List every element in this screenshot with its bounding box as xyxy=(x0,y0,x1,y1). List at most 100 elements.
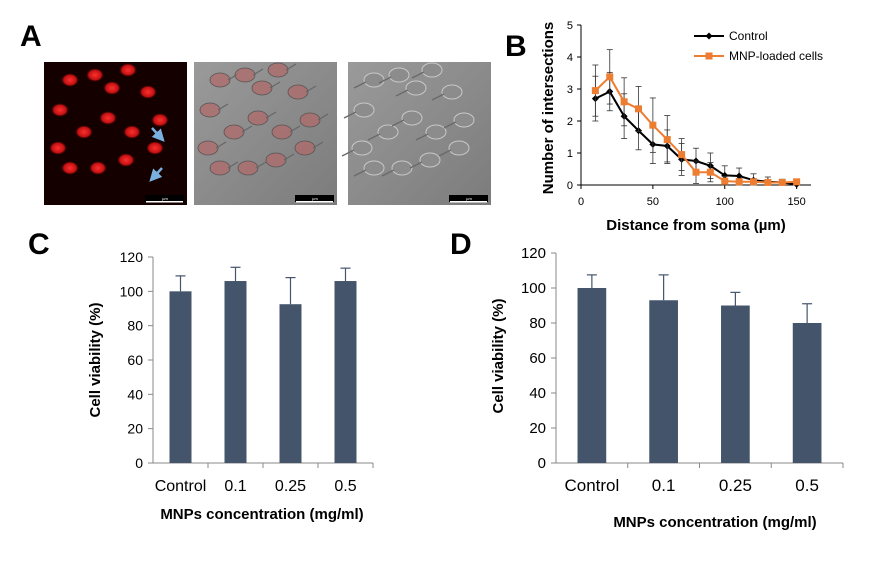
y-tick-label: 20 xyxy=(529,420,546,437)
neurite-icon xyxy=(411,71,425,79)
bar xyxy=(577,288,607,463)
neurite-icon xyxy=(269,81,281,89)
legend-label-mnp: MNP-loaded cells xyxy=(729,49,823,63)
neurite-icon xyxy=(317,113,329,121)
x-tick-label: 150 xyxy=(787,196,805,208)
x-tick-label: 100 xyxy=(716,196,734,208)
bar xyxy=(334,281,357,463)
data-point xyxy=(721,177,729,185)
micrograph-merged: µm xyxy=(194,62,337,205)
legend-label-control: Control xyxy=(729,29,768,43)
neurite-icon xyxy=(341,149,355,157)
cell-icon xyxy=(251,80,273,96)
data-point xyxy=(793,178,801,186)
cell-icon xyxy=(86,68,104,82)
y-axis-label: Cell viability (%) xyxy=(490,298,507,413)
data-point xyxy=(764,178,772,186)
cell-icon xyxy=(287,84,309,100)
cell-icon xyxy=(223,124,245,140)
cell-icon xyxy=(209,72,231,88)
neurite-icon xyxy=(409,161,423,169)
cell-icon xyxy=(139,85,157,99)
neurite-icon xyxy=(305,85,317,93)
neurite-icon xyxy=(431,93,445,101)
legend: Control MNP-loaded cells xyxy=(694,29,823,63)
cell-icon xyxy=(151,113,169,127)
x-axis-label: MNPs concentration (mg/ml) xyxy=(160,506,363,523)
x-tick-label: 0.1 xyxy=(652,476,676,495)
y-tick-label: 0 xyxy=(567,180,573,192)
cell-icon xyxy=(61,161,79,175)
data-point xyxy=(735,172,743,180)
cell-icon xyxy=(271,124,293,140)
cell-icon xyxy=(197,140,219,156)
panel-label-b: B xyxy=(505,30,527,63)
neurite-icon xyxy=(255,161,267,169)
neurite-icon xyxy=(227,161,239,169)
y-tick-label: 3 xyxy=(567,84,573,96)
cell-icon xyxy=(237,160,259,176)
cell-icon xyxy=(388,67,410,83)
data-point xyxy=(620,98,628,106)
micrograph-brightfield: µm xyxy=(341,62,491,205)
neurite-icon xyxy=(215,141,227,149)
y-tick-label: 60 xyxy=(529,350,546,367)
y-tick-label: 60 xyxy=(127,352,143,368)
cell-icon xyxy=(234,67,256,83)
cell-icon xyxy=(419,152,441,168)
scale-bar xyxy=(146,201,183,203)
cell-icon xyxy=(294,140,316,156)
y-tick-label: 1 xyxy=(567,148,573,160)
x-axis-label: MNPs concentration (mg/ml) xyxy=(613,514,816,531)
cell-icon xyxy=(267,62,289,78)
cell-icon xyxy=(247,110,269,126)
y-axis-label: Number of intersections xyxy=(540,22,557,195)
bar-chart-c: MNPs concentration (mg/ml) Cell viabilit… xyxy=(87,249,374,523)
neurite-icon xyxy=(312,141,324,149)
neurite-icon xyxy=(265,111,277,119)
micrograph-fluorescence: µm xyxy=(44,62,187,205)
bar xyxy=(169,291,192,463)
cell-icon xyxy=(363,160,385,176)
x-tick-label: 0.5 xyxy=(795,476,819,495)
cell-icon xyxy=(299,112,321,128)
neurite-icon xyxy=(438,149,452,157)
cell-icon xyxy=(199,102,221,118)
cell-icon xyxy=(61,73,79,87)
panel-label-a: A xyxy=(20,20,42,53)
bar-chart-d: MNPs concentration (mg/ml) Cell viabilit… xyxy=(490,245,844,531)
x-tick-label: 0 xyxy=(578,196,584,208)
data-point xyxy=(678,151,686,159)
cell-icon xyxy=(453,112,475,128)
cell-icon xyxy=(75,125,93,139)
data-point xyxy=(649,121,657,129)
cell-icon xyxy=(401,110,423,126)
cell-icon xyxy=(425,124,447,140)
data-point xyxy=(750,178,757,186)
bar xyxy=(721,305,750,463)
cell-icon xyxy=(441,84,463,100)
cell-icon xyxy=(99,111,117,125)
neurite-icon xyxy=(283,153,295,161)
cell-icon xyxy=(49,141,67,155)
legend-marker-control xyxy=(705,32,713,40)
data-point xyxy=(663,136,671,144)
neurite-icon xyxy=(381,169,395,177)
arrow-icon xyxy=(151,127,165,142)
neurite-icon xyxy=(289,125,301,133)
neurite-icon xyxy=(391,119,405,127)
bar xyxy=(649,300,678,463)
y-axis-label: Cell viability (%) xyxy=(87,302,104,417)
cell-icon xyxy=(391,160,413,176)
y-tick-label: 2 xyxy=(567,116,573,128)
neurite-icon xyxy=(443,121,457,129)
neurite-icon xyxy=(367,133,381,141)
scale-text: µm xyxy=(312,196,318,201)
y-tick-label: 120 xyxy=(120,249,144,265)
cell-icon xyxy=(405,80,427,96)
x-tick-label: 0.25 xyxy=(275,478,306,495)
scale-text: µm xyxy=(466,196,472,201)
bar xyxy=(792,323,822,463)
cell-icon xyxy=(123,125,141,139)
